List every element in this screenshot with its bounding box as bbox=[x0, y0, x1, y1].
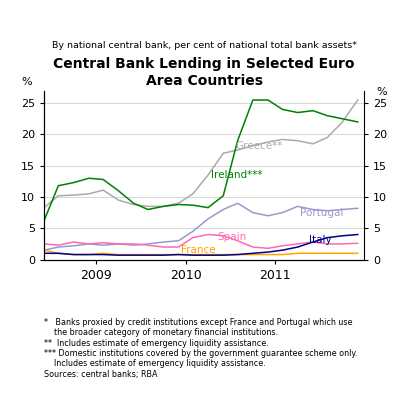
Y-axis label: %: % bbox=[376, 87, 387, 97]
Text: Italy: Italy bbox=[309, 234, 332, 245]
Y-axis label: %: % bbox=[21, 77, 32, 87]
Text: Spain: Spain bbox=[217, 232, 246, 242]
Text: *   Banks proxied by credit institutions except France and Portugal which use
  : * Banks proxied by credit institutions e… bbox=[44, 318, 358, 379]
Text: By national central bank, per cent of national total bank assets*: By national central bank, per cent of na… bbox=[52, 41, 356, 50]
Text: Greece**: Greece** bbox=[235, 140, 282, 151]
Text: Portugal: Portugal bbox=[300, 208, 344, 218]
Text: Ireland***: Ireland*** bbox=[211, 170, 262, 180]
Text: France: France bbox=[181, 245, 216, 255]
Title: Central Bank Lending in Selected Euro
Area Countries: Central Bank Lending in Selected Euro Ar… bbox=[53, 57, 355, 88]
